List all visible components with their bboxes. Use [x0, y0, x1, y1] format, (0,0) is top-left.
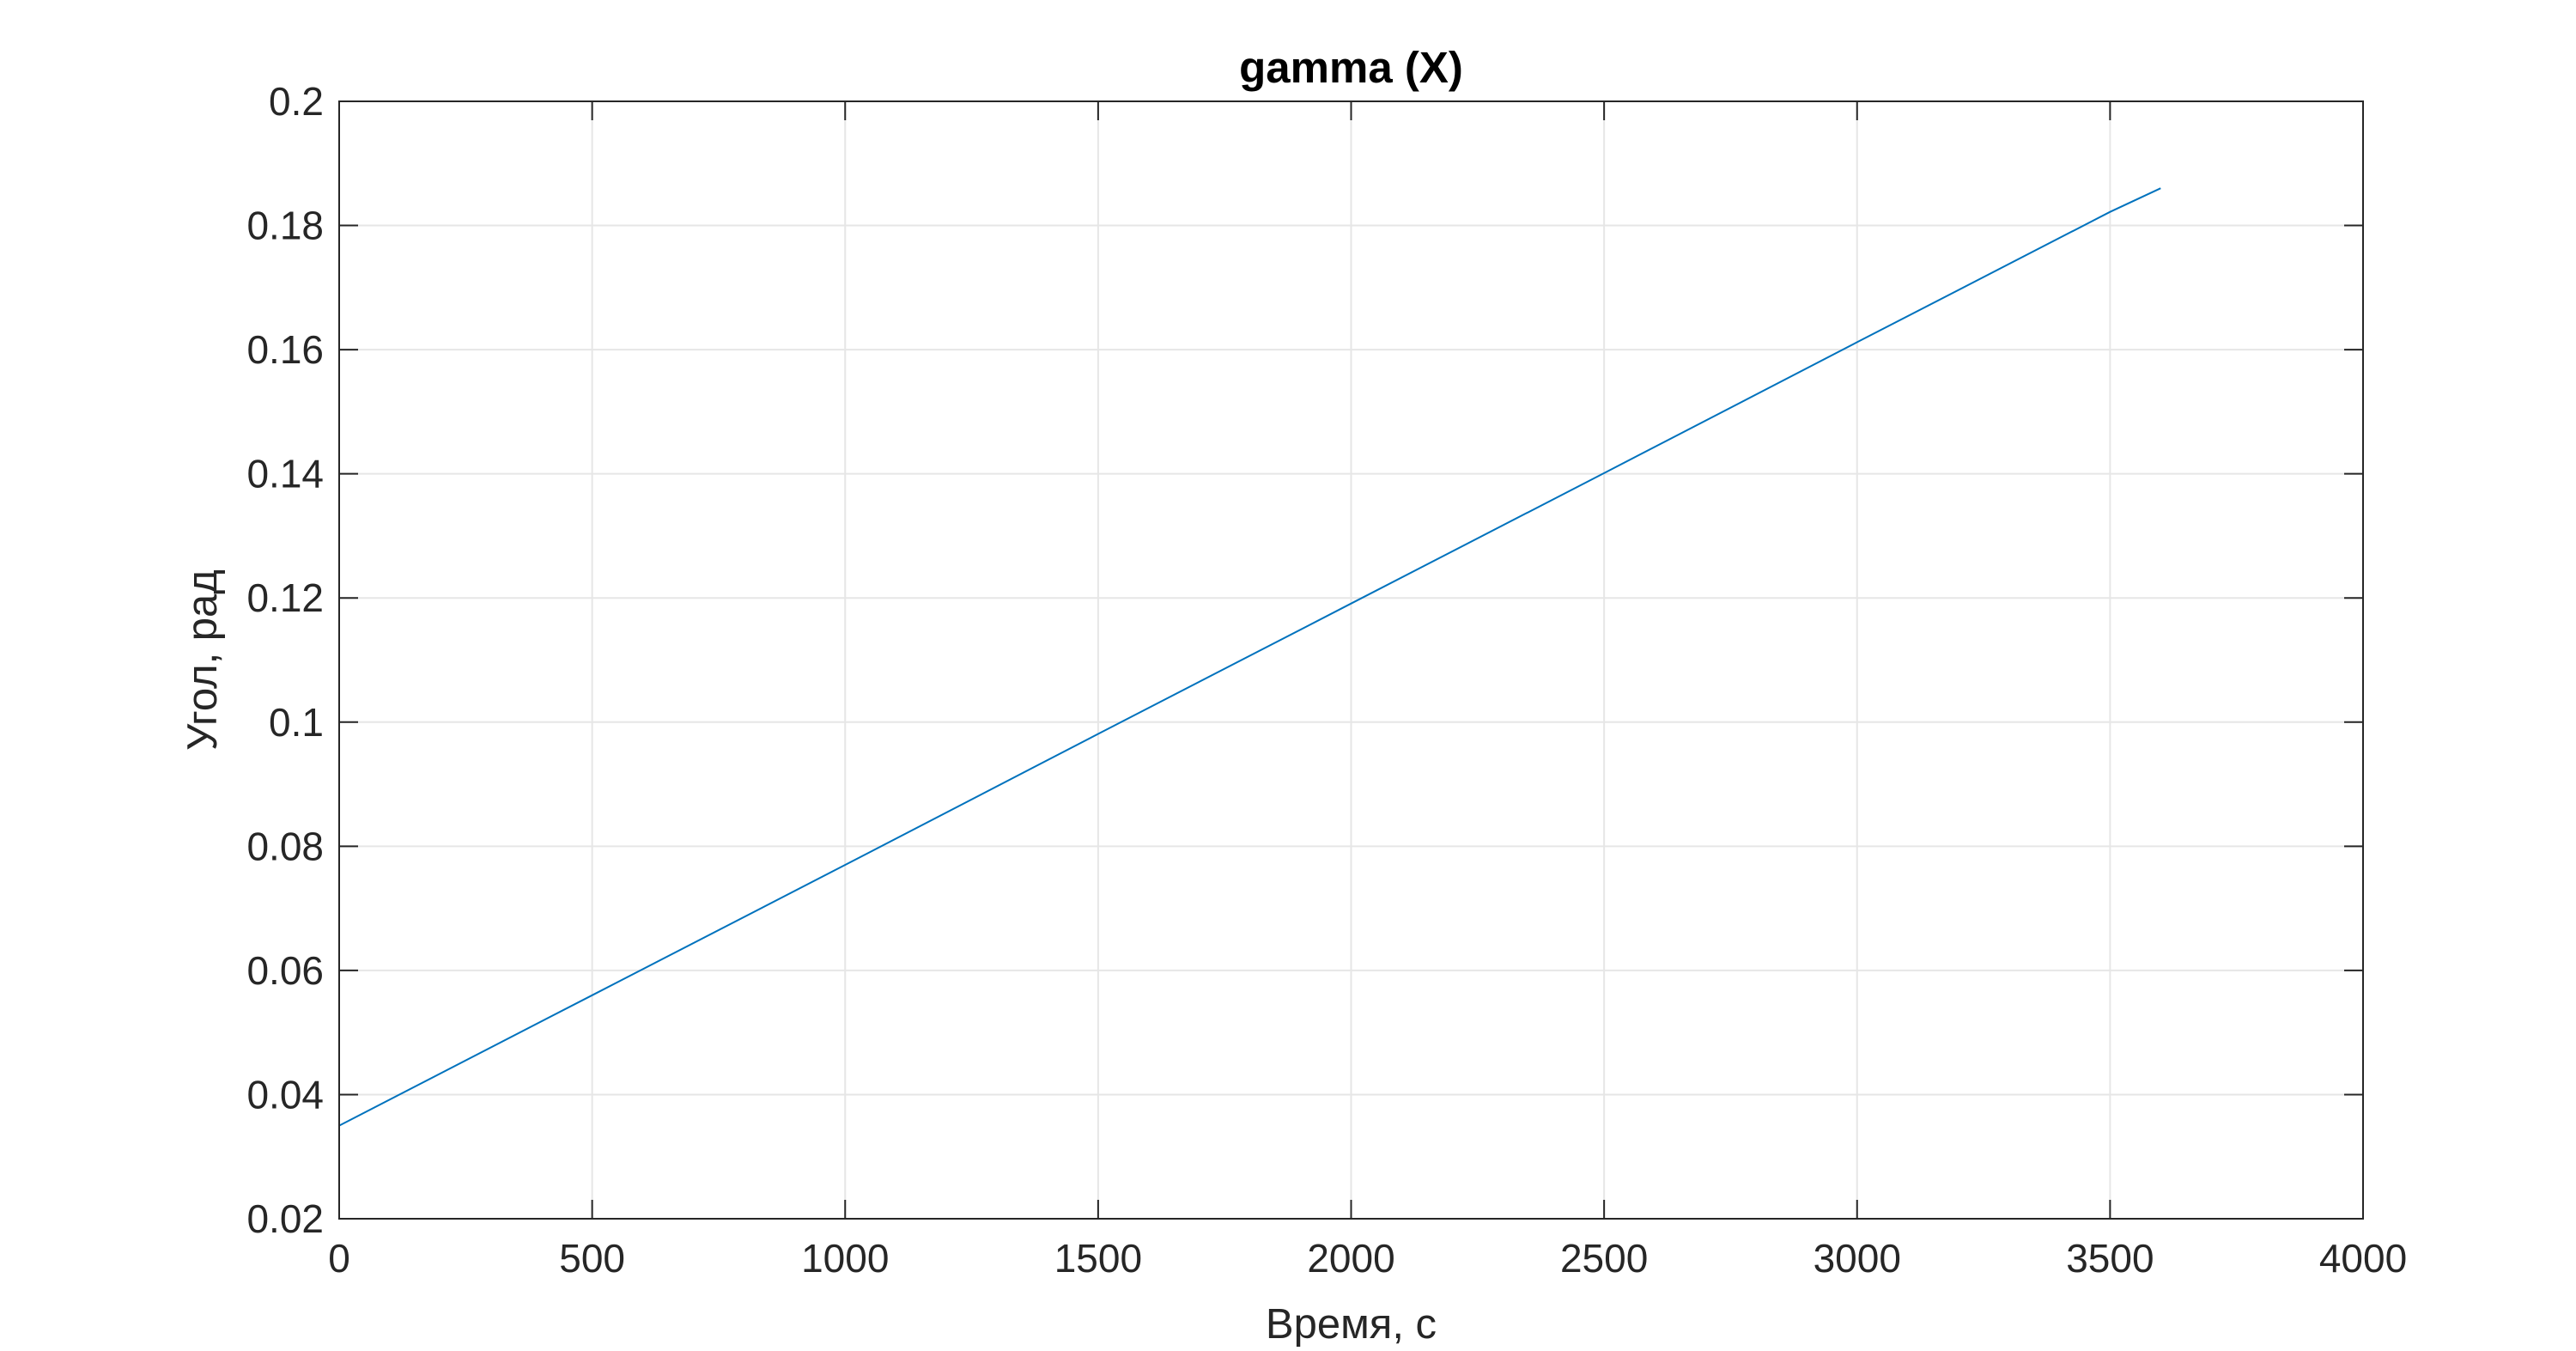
y-tick-label: 0.02 [246, 1196, 324, 1241]
y-tick-label: 0.18 [246, 204, 324, 248]
x-tick-label: 2000 [1307, 1236, 1394, 1281]
x-tick-label: 4000 [2319, 1236, 2407, 1281]
y-tick-labels: 0.02 0.04 0.06 0.08 0.1 0.12 0.14 0.16 0.18 0.2 [246, 79, 324, 1241]
y-tick-label: 0.08 [246, 824, 324, 868]
y-tick-label: 0.14 [246, 452, 324, 496]
chart-title: gamma (X) [1239, 43, 1463, 92]
x-tick-label: 3500 [2066, 1236, 2154, 1281]
x-tick-labels: 0 500 1000 1500 2000 2500 3000 3500 4000 [328, 1236, 2407, 1281]
y-tick-label: 0.1 [269, 700, 324, 745]
x-tick-label: 2500 [1560, 1236, 1648, 1281]
y-tick-label: 0.12 [246, 575, 324, 620]
x-axis-label: Время, с [1266, 1301, 1437, 1348]
series-line-0 [338, 187, 2161, 1127]
y-tick-label: 0.06 [246, 948, 324, 993]
x-tick-label: 0 [328, 1236, 350, 1281]
x-tick-label: 500 [559, 1236, 625, 1281]
tick-marks [338, 100, 2364, 1220]
series-layer [338, 187, 2161, 1127]
y-tick-label: 0.04 [246, 1072, 324, 1117]
y-axis-label: Угол, рад [179, 569, 226, 751]
y-tick-label: 0.2 [269, 79, 324, 124]
grid-lines [338, 100, 2364, 1220]
x-tick-label: 1000 [801, 1236, 889, 1281]
x-tick-label: 1500 [1054, 1236, 1142, 1281]
x-tick-label: 3000 [1814, 1236, 1901, 1281]
y-tick-label: 0.16 [246, 327, 324, 372]
